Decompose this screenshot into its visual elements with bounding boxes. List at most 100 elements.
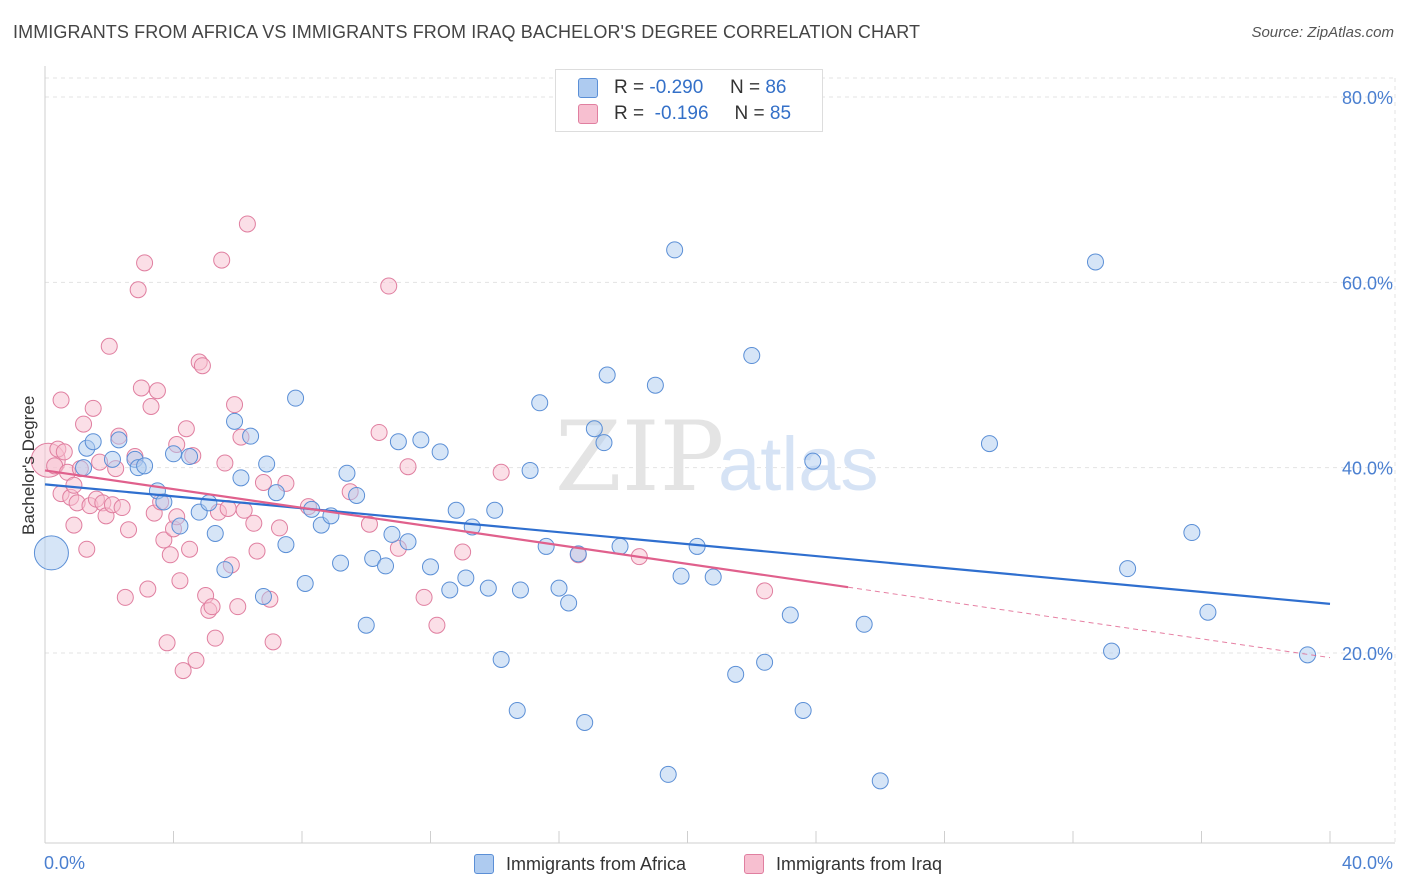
africa-point bbox=[216, 561, 234, 579]
iraq-point bbox=[492, 463, 510, 481]
iraq-point bbox=[116, 588, 134, 606]
legend-r-value-africa: -0.290 bbox=[649, 77, 704, 98]
bottom-legend-africa: Immigrants from Africa bbox=[474, 852, 686, 876]
africa-point bbox=[200, 494, 218, 512]
africa-point bbox=[1299, 646, 1317, 664]
africa-point bbox=[569, 545, 587, 563]
iraq-point bbox=[187, 651, 205, 669]
africa-point bbox=[258, 455, 276, 473]
africa-point bbox=[794, 701, 812, 719]
africa-point bbox=[521, 461, 539, 479]
iraq-point bbox=[120, 521, 138, 539]
africa-point bbox=[508, 701, 526, 719]
iraq-point bbox=[161, 546, 179, 564]
chart-title: IMMIGRANTS FROM AFRICA VS IMMIGRANTS FRO… bbox=[13, 22, 921, 42]
africa-point bbox=[165, 445, 182, 463]
africa-point bbox=[576, 714, 594, 731]
africa-point bbox=[980, 435, 998, 453]
iraq-point bbox=[132, 379, 150, 397]
correlation-legend: R = -0.290 N = 86 R = -0.196 N = 85 bbox=[555, 69, 823, 132]
iraq-point bbox=[399, 458, 417, 476]
iraq-point bbox=[254, 473, 272, 491]
africa-point bbox=[804, 452, 822, 470]
africa-point bbox=[296, 575, 314, 592]
africa-point bbox=[781, 606, 799, 624]
africa-point bbox=[254, 587, 272, 605]
africa-point bbox=[338, 464, 356, 482]
africa-trend-line bbox=[44, 483, 1331, 605]
africa-point bbox=[383, 525, 401, 543]
africa-point bbox=[727, 665, 745, 683]
africa-point bbox=[136, 457, 154, 475]
watermark-zip: ZIP bbox=[555, 401, 724, 513]
y-tick-label: 60.0% bbox=[1342, 273, 1393, 293]
iraq-point bbox=[756, 582, 774, 600]
iraq-point bbox=[113, 499, 131, 517]
iraq-point bbox=[181, 540, 199, 558]
africa-point bbox=[33, 535, 69, 571]
africa-point bbox=[389, 433, 407, 451]
iraq-point bbox=[142, 398, 160, 416]
africa-point bbox=[287, 389, 305, 407]
iraq-point bbox=[177, 420, 195, 438]
africa-point bbox=[447, 501, 465, 519]
iraq-point bbox=[213, 251, 231, 269]
africa-point bbox=[399, 533, 417, 551]
y-axis-label: Bachelor's Degree bbox=[19, 396, 38, 535]
series-africa-points bbox=[33, 241, 1317, 790]
africa-point bbox=[672, 567, 690, 585]
bottom-legend-label-iraq: Immigrants from Iraq bbox=[776, 853, 943, 874]
y-tick-label: 20.0% bbox=[1342, 644, 1393, 664]
source-label: Source: ZipAtlas.com bbox=[1251, 24, 1394, 41]
iraq-point bbox=[171, 572, 189, 590]
iraq-point bbox=[55, 443, 73, 461]
africa-point bbox=[1199, 603, 1217, 621]
africa-point bbox=[441, 581, 459, 599]
africa-point bbox=[646, 376, 664, 394]
bottom-legend-label-africa: Immigrants from Africa bbox=[506, 853, 687, 874]
legend-n-value-africa: 86 bbox=[765, 77, 787, 98]
africa-point bbox=[479, 579, 497, 597]
africa-point bbox=[550, 579, 568, 597]
y-tick-labels: 20.0% 40.0% 60.0% 80.0% bbox=[1342, 88, 1393, 664]
africa-point bbox=[486, 501, 504, 519]
africa-point bbox=[84, 433, 102, 451]
bottom-legend-iraq: Immigrants from Iraq bbox=[744, 852, 942, 876]
iraq-point bbox=[174, 662, 192, 680]
iraq-point bbox=[158, 634, 176, 652]
legend-n-label: N = bbox=[729, 77, 761, 98]
africa-point bbox=[743, 347, 761, 365]
africa-point bbox=[537, 537, 555, 555]
africa-point bbox=[611, 537, 629, 555]
watermark-atlas: atlas bbox=[718, 422, 879, 507]
africa-point bbox=[75, 459, 93, 477]
iraq-point bbox=[52, 391, 70, 409]
africa-point bbox=[357, 616, 375, 634]
iraq-point bbox=[428, 616, 446, 634]
trend-lines bbox=[44, 469, 1331, 659]
africa-point bbox=[1103, 642, 1121, 660]
iraq-point bbox=[216, 454, 234, 472]
iraq-point bbox=[380, 277, 398, 295]
africa-point bbox=[511, 581, 529, 599]
legend-n-value-iraq: 85 bbox=[769, 103, 792, 124]
legend-row-iraq: R = -0.196 N = 85 bbox=[578, 102, 791, 126]
africa-point bbox=[332, 554, 350, 572]
iraq-point bbox=[78, 540, 96, 558]
africa-point bbox=[598, 366, 616, 384]
legend-r-label: R = bbox=[614, 103, 645, 124]
africa-point bbox=[585, 420, 603, 438]
iraq-point bbox=[229, 598, 247, 616]
bottom-legend-swatch-iraq bbox=[744, 854, 764, 874]
africa-point bbox=[412, 431, 430, 449]
y-tick-label: 40.0% bbox=[1342, 459, 1393, 479]
iraq-point bbox=[248, 542, 266, 560]
africa-point bbox=[871, 772, 889, 790]
iraq-point bbox=[245, 514, 263, 532]
iraq-point bbox=[454, 543, 472, 561]
africa-point bbox=[348, 486, 366, 504]
africa-point bbox=[659, 765, 677, 783]
legend-r-label: R = bbox=[614, 77, 645, 98]
africa-point bbox=[1086, 253, 1104, 271]
